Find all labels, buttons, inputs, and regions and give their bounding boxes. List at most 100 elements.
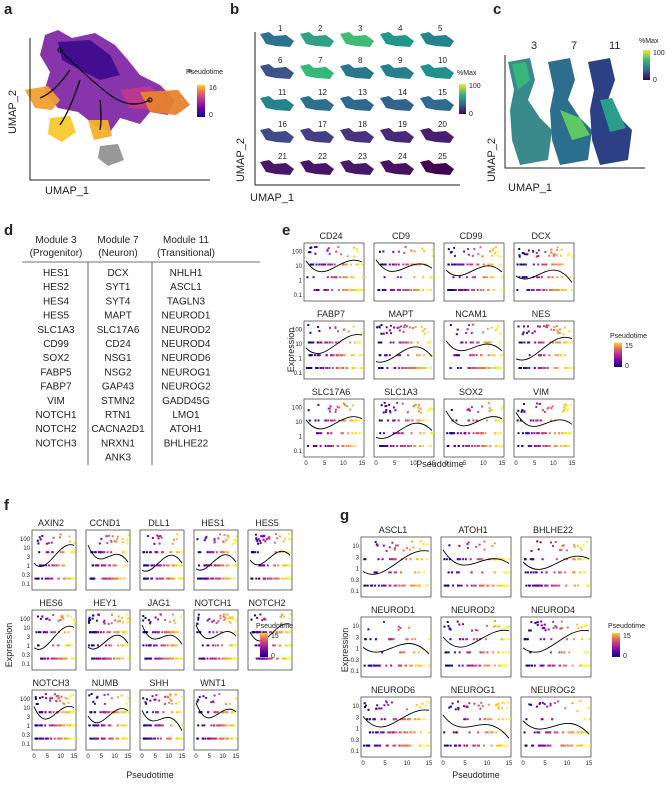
expression-point [287, 551, 290, 554]
expression-point [390, 558, 393, 561]
expression-point [270, 657, 273, 660]
module-number: 10 [438, 56, 447, 65]
expression-point [449, 705, 452, 708]
expression-point [477, 731, 480, 734]
expression-point [393, 326, 396, 329]
expression-point [116, 696, 119, 699]
expression-point [539, 584, 542, 587]
expression-point [175, 564, 178, 567]
expression-point [548, 354, 551, 357]
expression-point [170, 737, 172, 740]
expression-point [220, 564, 223, 567]
expression-point [520, 410, 523, 413]
expression-point [578, 571, 581, 574]
expression-point [378, 250, 381, 253]
expression-point [125, 564, 128, 567]
expression-point [223, 657, 226, 660]
expression-point [479, 664, 482, 667]
expression-point [405, 744, 408, 747]
expression-point [447, 263, 450, 266]
expression-point [156, 657, 159, 660]
expression-point [528, 289, 531, 291]
expression-point [44, 711, 47, 714]
y-tick-label: 0.1 [22, 662, 31, 668]
expression-point [501, 276, 503, 279]
module-umap [380, 32, 414, 47]
expression-point [346, 255, 349, 258]
expression-point [399, 651, 402, 654]
expression-point [519, 263, 522, 266]
expression-point [309, 263, 312, 266]
panel-letter-b: b [230, 1, 239, 18]
expression-point [172, 538, 175, 541]
expression-point [146, 564, 148, 567]
x-tick-label: 0 [514, 461, 518, 467]
expression-point [573, 571, 576, 574]
subplot-frame [440, 696, 512, 758]
expression-point [384, 445, 387, 447]
expression-point [151, 537, 154, 539]
expression-point [482, 584, 485, 587]
expression-point [588, 664, 591, 667]
expression-point [572, 731, 575, 734]
expression-point [263, 577, 266, 580]
expression-point [399, 276, 402, 279]
expression-point [285, 644, 287, 647]
expression-point [281, 613, 284, 616]
expression-point [526, 253, 529, 256]
expression-point [161, 631, 164, 634]
expression-point [529, 558, 532, 561]
expression-point [541, 558, 544, 561]
expression-point [287, 564, 290, 567]
expression-point [471, 629, 473, 632]
expression-point [278, 631, 281, 634]
expression-point [518, 276, 521, 279]
expression-point [367, 708, 370, 711]
expression-point [431, 248, 434, 251]
expression-point [148, 657, 151, 660]
expression-point [497, 324, 499, 327]
expression-point [562, 544, 565, 547]
expression-point [95, 619, 98, 622]
expression-point [289, 644, 292, 647]
expression-point [346, 405, 348, 407]
expression-point [218, 693, 221, 695]
module-column: Module 7(Neuron)DCXSYT1SYT4MAPTSLC17A6CD… [91, 235, 145, 464]
expression-point [45, 542, 48, 545]
gene-title: FABP7 [317, 309, 345, 319]
expression-point [330, 276, 333, 279]
y-tick-label: 0.3 [22, 573, 31, 579]
expression-point [162, 551, 165, 554]
expression-point [518, 367, 521, 369]
expression-point [409, 558, 412, 561]
expression-point [375, 571, 378, 574]
expression-point [257, 657, 260, 660]
expression-point [255, 537, 258, 540]
expression-point [472, 419, 475, 422]
expression-point [418, 651, 421, 654]
expression-point [289, 631, 292, 634]
expression-point [394, 584, 397, 587]
expression-point [486, 651, 489, 654]
expression-point [455, 744, 458, 747]
expression-point [124, 737, 127, 740]
expression-point [476, 419, 479, 422]
expression-point [454, 708, 457, 711]
expression-point [344, 289, 347, 291]
expression-point [154, 657, 157, 660]
expression-point [363, 744, 366, 747]
expression-point [378, 325, 381, 328]
ylabel-c: UMAP_2 [486, 138, 498, 182]
module-umap [300, 96, 334, 111]
expression-point [415, 354, 418, 357]
expression-point [492, 247, 495, 250]
expression-point [523, 403, 525, 405]
module-subtitle: (Neuron) [98, 248, 137, 259]
expression-point [526, 638, 528, 641]
expression-point [222, 551, 225, 554]
expression-point [546, 705, 549, 708]
expression-point [217, 537, 220, 540]
expression-point [536, 289, 539, 291]
expression-point [341, 367, 344, 369]
expression-point [110, 622, 113, 625]
